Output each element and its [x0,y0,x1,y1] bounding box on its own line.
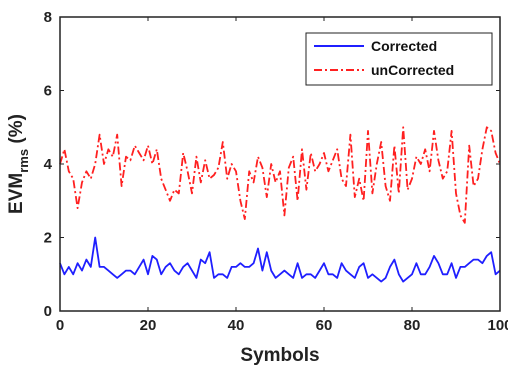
y-axis-label-unit: (%) [6,114,27,149]
y-tick-label: 0 [44,303,52,320]
x-tick-label: 0 [56,317,64,334]
x-tick-label: 20 [140,317,157,334]
series-line-corrected [59,236,501,283]
x-tick-label: 40 [228,317,245,334]
legend-label-corrected: Corrected [371,38,437,54]
y-axis-label: EVMrms (%) [6,114,31,214]
y-tick-label: 8 [44,9,52,26]
series-line-uncorrected [59,126,501,224]
x-axis-label: Symbols [240,345,319,366]
x-tick-label: 80 [404,317,421,334]
legend-label-uncorrected: unCorrected [371,62,454,78]
y-tick-label: 6 [44,83,52,100]
legend: Corrected unCorrected [305,32,493,86]
y-axis-label-main: EVM [6,173,27,214]
series-layer [59,126,501,283]
ticks-layer: 0 20 40 60 80 100 0 2 4 6 8 [44,9,508,334]
x-tick-label: 100 [487,317,508,334]
y-axis-label-group: EVMrms (%) [6,114,31,214]
x-tick-label: 60 [316,317,333,334]
y-tick-label: 2 [44,230,52,247]
y-tick-label: 4 [44,156,53,173]
y-axis-label-subscript: rms [16,149,31,173]
legend-box [305,32,493,86]
